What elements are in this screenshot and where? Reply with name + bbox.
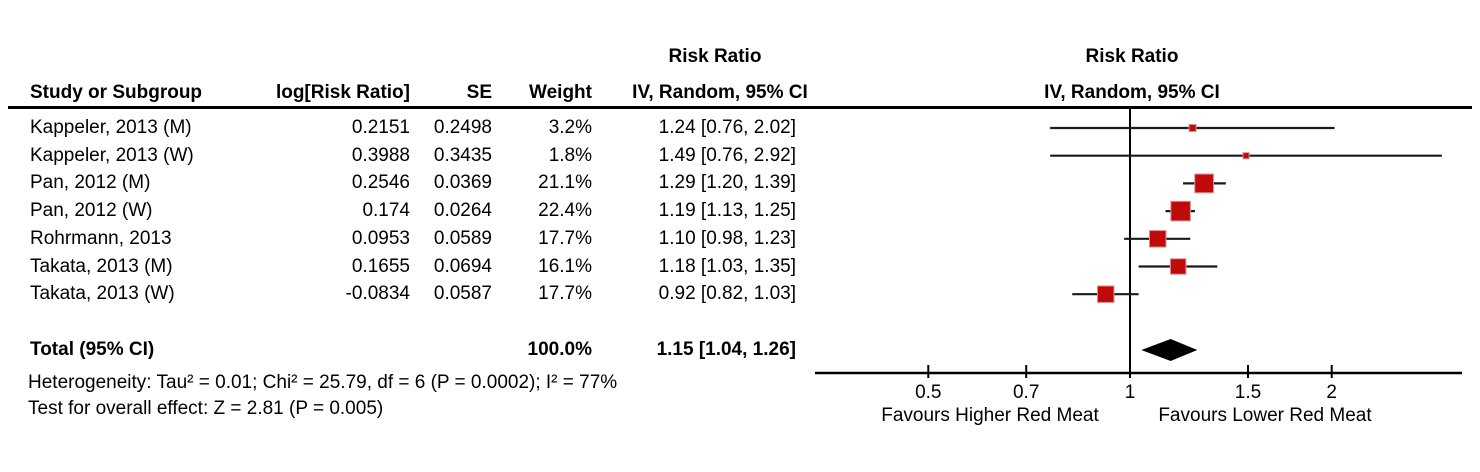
table-row: Pan, 2012 (M) 0.2546 0.0369 21.1% 1.29 […	[0, 170, 810, 196]
log-rr-value: 0.2151	[351, 117, 410, 138]
x-tick-label: 2	[1326, 382, 1337, 403]
se-value: 0.2498	[433, 117, 492, 138]
x-tick-label: 1.5	[1234, 382, 1262, 403]
overall-effect-stats: Test for overall effect: Z = 2.81 (P = 0…	[28, 398, 384, 419]
effect-square	[1242, 152, 1250, 160]
se-value: 0.0264	[433, 200, 492, 222]
weight-value: 3.2%	[548, 117, 592, 138]
col-header-logrr: log[Risk Ratio]	[275, 82, 410, 103]
total-weight: 100.0%	[527, 339, 592, 360]
log-rr-value: 0.0953	[351, 227, 410, 249]
table-row: Takata, 2013 (M) 0.1655 0.0694 16.1% 1.1…	[0, 254, 810, 280]
col-header-se: SE	[466, 82, 492, 103]
ci-text-value: 1.24 [0.76, 2.02]	[658, 117, 796, 138]
effect-square	[1148, 230, 1167, 248]
table-row: Kappeler, 2013 (M) 0.2151 0.2498 3.2% 1.…	[0, 115, 810, 141]
plot-header-bottom: IV, Random, 95% CI	[1044, 82, 1220, 103]
table-row: Rohrmann, 2013 0.0953 0.0589 17.7% 1.10 …	[0, 226, 810, 252]
se-value: 0.3435	[433, 144, 492, 166]
summary-diamond	[1141, 339, 1198, 361]
log-rr-value: 0.1655	[351, 255, 410, 277]
effect-square	[1188, 123, 1197, 133]
weight-value: 16.1%	[538, 255, 592, 277]
weight-value: 17.7%	[538, 227, 592, 249]
table-row: Pan, 2012 (W) 0.174 0.0264 22.4% 1.19 [1…	[0, 198, 810, 224]
table-ci-header-bottom: IV, Random, 95% CI	[632, 82, 808, 103]
favours-left-label: Favours Higher Red Meat	[881, 405, 1099, 426]
favours-right-label: Favours Lower Red Meat	[1158, 405, 1372, 426]
effect-square	[1096, 285, 1115, 303]
col-header-study: Study or Subgroup	[30, 82, 203, 103]
weight-value: 17.7%	[538, 283, 592, 305]
ci-text-value: 1.10 [0.98, 1.23]	[658, 227, 796, 249]
log-rr-value: -0.0834	[345, 283, 410, 305]
log-rr-value: 0.174	[362, 200, 410, 222]
study-label: Takata, 2013 (W)	[30, 283, 175, 305]
total-ci-text: 1.15 [1.04, 1.26]	[656, 339, 796, 360]
weight-value: 21.1%	[538, 172, 592, 194]
log-rr-value: 0.2546	[351, 172, 410, 194]
effect-square	[1169, 258, 1187, 275]
study-label: Takata, 2013 (M)	[30, 255, 173, 277]
study-label: Rohrmann, 2013	[30, 227, 172, 249]
table-row: Takata, 2013 (W) -0.0834 0.0587 17.7% 0.…	[0, 281, 810, 307]
se-value: 0.0589	[433, 227, 492, 249]
weight-value: 1.8%	[548, 144, 592, 166]
weight-value: 22.4%	[538, 200, 592, 222]
heterogeneity-stats: Heterogeneity: Tau² = 0.01; Chi² = 25.79…	[28, 372, 618, 393]
study-label: Pan, 2012 (W)	[30, 200, 153, 222]
ci-text-value: 1.29 [1.20, 1.39]	[658, 172, 796, 194]
study-label: Kappeler, 2013 (M)	[30, 117, 192, 138]
table-row: Kappeler, 2013 (W) 0.3988 0.3435 1.8% 1.…	[0, 143, 810, 169]
se-value: 0.0369	[433, 172, 492, 194]
total-label: Total (95% CI)	[30, 339, 155, 360]
header-rule	[8, 106, 1472, 109]
x-tick-label: 0.5	[915, 382, 942, 403]
se-value: 0.0694	[433, 255, 492, 277]
ci-text-value: 1.19 [1.13, 1.25]	[658, 200, 796, 222]
ci-text-value: 1.18 [1.03, 1.35]	[658, 255, 796, 277]
plot-header-top: Risk Ratio	[1085, 46, 1179, 67]
ci-text-value: 1.49 [0.76, 2.92]	[658, 144, 796, 166]
effect-square	[1170, 200, 1191, 222]
study-label: Kappeler, 2013 (W)	[30, 144, 194, 166]
ci-text-value: 0.92 [0.82, 1.03]	[658, 283, 796, 305]
table-ci-header-top: Risk Ratio	[668, 46, 762, 67]
x-tick-label: 1	[1124, 382, 1136, 403]
se-value: 0.0587	[433, 283, 492, 305]
col-header-weight: Weight	[529, 82, 592, 103]
log-rr-value: 0.3988	[351, 144, 410, 166]
x-tick-label: 0.7	[1012, 382, 1040, 403]
study-label: Pan, 2012 (M)	[30, 172, 151, 194]
effect-square	[1194, 173, 1214, 194]
